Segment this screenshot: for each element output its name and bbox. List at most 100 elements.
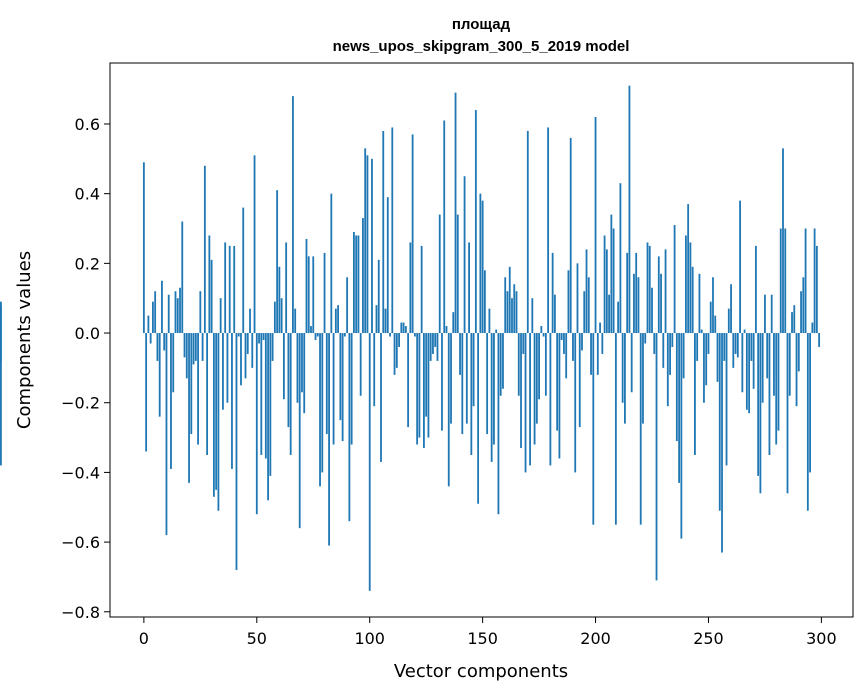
- x-tick-label: 100: [354, 629, 385, 648]
- bar: [745, 333, 748, 410]
- bar: [576, 263, 579, 334]
- bar: [687, 204, 690, 334]
- bar: [739, 200, 741, 334]
- bar: [646, 242, 649, 334]
- bar: [734, 333, 737, 354]
- bar: [350, 333, 353, 445]
- bar: [583, 291, 586, 334]
- bar: [752, 333, 755, 389]
- bar: [569, 137, 572, 334]
- x-axis-ticks: 0 50 100 150 200 250 300: [139, 617, 837, 648]
- bar: [551, 252, 554, 334]
- bar: [682, 333, 685, 379]
- bar: [565, 333, 568, 379]
- bar: [513, 284, 516, 334]
- bar: [418, 333, 421, 438]
- bar: [782, 148, 784, 334]
- bar: [624, 333, 626, 424]
- bar: [524, 333, 527, 473]
- bar: [307, 256, 310, 334]
- bar: [267, 333, 269, 501]
- bar: [727, 308, 730, 334]
- bar: [271, 333, 274, 361]
- y-tick-label: −0.6: [61, 533, 100, 552]
- bar: [181, 221, 184, 334]
- bar: [215, 333, 218, 490]
- bar: [400, 322, 403, 334]
- bar: [373, 333, 376, 407]
- bar: [657, 256, 660, 334]
- bar: [454, 92, 457, 334]
- bar: [224, 242, 227, 334]
- bar: [282, 333, 285, 400]
- bar: [666, 333, 669, 407]
- bar: [364, 148, 367, 334]
- bar: [337, 305, 339, 334]
- bar: [540, 326, 543, 334]
- x-axis-label: Vector components: [394, 661, 568, 682]
- chart-subtitle: news_upos_skipgram_300_5_2019 model: [333, 38, 630, 55]
- bar: [791, 312, 793, 334]
- bar: [797, 333, 800, 372]
- bar: [490, 333, 493, 462]
- bar: [391, 127, 394, 334]
- bar: [628, 85, 631, 334]
- bar: [262, 333, 265, 340]
- bar: [470, 333, 473, 455]
- bar: [219, 298, 222, 334]
- bar: [736, 333, 739, 358]
- bar: [694, 333, 696, 455]
- bar: [402, 322, 405, 334]
- bar: [375, 305, 378, 334]
- bar: [359, 333, 362, 396]
- bar: [287, 333, 290, 428]
- bar: [472, 333, 475, 407]
- bar: [312, 256, 315, 334]
- bar: [504, 277, 507, 334]
- bar: [276, 190, 279, 334]
- bar: [167, 294, 170, 334]
- bar: [709, 301, 712, 334]
- y-axis-ticks: −0.8 −0.6 −0.4 −0.2 0.0 0.2 0.4 0.6: [61, 115, 110, 622]
- bar: [251, 333, 254, 368]
- y-tick-label: 0.4: [75, 185, 100, 204]
- bar: [493, 333, 495, 445]
- bar: [517, 333, 520, 396]
- bar: [142, 162, 145, 334]
- bar: [179, 287, 181, 334]
- bar: [560, 333, 563, 340]
- bar: [547, 127, 550, 334]
- bar: [506, 291, 509, 334]
- bar: [199, 291, 202, 334]
- bar: [165, 333, 168, 536]
- bar: [567, 270, 570, 334]
- bar: [784, 228, 787, 334]
- bar: [648, 245, 651, 334]
- bar: [601, 333, 604, 354]
- bar: [416, 333, 419, 445]
- bar: [452, 312, 455, 334]
- bar: [172, 333, 175, 393]
- bar: [341, 333, 344, 442]
- bar-series: [0, 85, 821, 591]
- bar: [635, 252, 638, 334]
- bar: [323, 252, 326, 334]
- plot-frame: [109, 62, 854, 618]
- bar: [206, 333, 209, 455]
- bar: [653, 333, 656, 354]
- bar: [233, 245, 236, 334]
- bar: [443, 120, 446, 334]
- bar: [526, 130, 529, 334]
- bar: [750, 333, 753, 361]
- bar: [255, 333, 258, 515]
- bar: [176, 298, 179, 334]
- bar: [495, 329, 498, 334]
- bar: [481, 200, 484, 334]
- bar: [429, 333, 432, 361]
- bar: [158, 333, 161, 417]
- bar: [703, 333, 705, 403]
- bar: [804, 228, 807, 334]
- bar: [497, 333, 500, 515]
- bar: [154, 291, 157, 334]
